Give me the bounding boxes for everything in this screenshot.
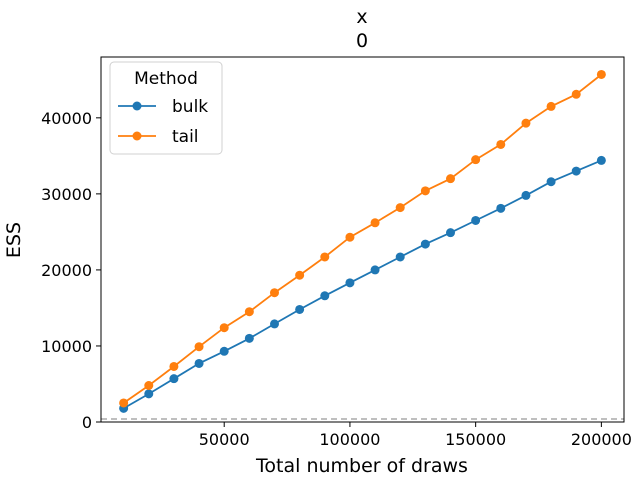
data-point-bulk bbox=[144, 389, 154, 399]
data-point-bulk bbox=[546, 177, 556, 187]
y-tick-label: 20000 bbox=[41, 261, 92, 280]
data-point-tail bbox=[571, 89, 581, 99]
x-tick-label: 150000 bbox=[445, 430, 506, 449]
data-point-tail bbox=[596, 69, 606, 79]
data-point-bulk bbox=[596, 155, 606, 165]
data-point-bulk bbox=[295, 304, 305, 314]
legend: Method bulk tail bbox=[109, 61, 223, 155]
series-line-tail bbox=[123, 73, 602, 404]
data-point-bulk bbox=[521, 190, 531, 200]
data-point-tail bbox=[269, 288, 279, 298]
data-point-bulk bbox=[320, 291, 330, 301]
data-point-tail bbox=[395, 203, 405, 213]
data-point-tail bbox=[219, 323, 229, 333]
data-point-bulk bbox=[496, 203, 506, 213]
x-tick-label: 200000 bbox=[571, 430, 632, 449]
data-point-bulk bbox=[370, 265, 380, 275]
legend-box bbox=[109, 61, 223, 155]
data-point-bulk bbox=[219, 346, 229, 356]
y-tick-label: 30000 bbox=[41, 185, 92, 204]
data-point-tail bbox=[295, 270, 305, 280]
data-point-tail bbox=[446, 174, 456, 184]
data-point-bulk bbox=[244, 333, 254, 343]
data-point-tail bbox=[244, 307, 254, 317]
data-point-bulk bbox=[395, 252, 405, 262]
legend-marker-tail bbox=[132, 131, 142, 141]
y-tick-label: 40000 bbox=[41, 109, 92, 128]
legend-marker-bulk bbox=[132, 101, 142, 111]
data-point-tail bbox=[169, 361, 179, 371]
data-point-tail bbox=[194, 342, 204, 352]
legend-label-bulk: bulk bbox=[172, 97, 208, 117]
legend-title: Method bbox=[134, 69, 198, 89]
data-point-tail bbox=[320, 252, 330, 262]
plot-area: 50000 100000 150000 200000 0 10000 20000 30000 4… bbox=[41, 69, 632, 449]
x-axis-label: Total number of draws bbox=[255, 455, 468, 477]
data-point-tail bbox=[546, 101, 556, 111]
x-tick-label: 100000 bbox=[319, 430, 380, 449]
chart-subtitle: 0 bbox=[356, 30, 368, 52]
data-point-bulk bbox=[571, 166, 581, 176]
y-tick-label: 10000 bbox=[41, 337, 92, 356]
legend-label-tail: tail bbox=[172, 127, 199, 147]
data-point-tail bbox=[370, 218, 380, 228]
data-point-tail bbox=[521, 118, 531, 128]
y-axis-label: ESS bbox=[3, 222, 25, 258]
data-point-tail bbox=[471, 155, 481, 165]
data-point-tail bbox=[420, 186, 430, 196]
data-point-bulk bbox=[471, 215, 481, 225]
data-point-bulk bbox=[345, 278, 355, 288]
data-point-tail bbox=[144, 381, 154, 390]
data-point-bulk bbox=[194, 358, 204, 368]
data-point-bulk bbox=[420, 239, 430, 249]
series-line-bulk bbox=[123, 159, 602, 410]
chart-title: x bbox=[356, 6, 367, 28]
data-point-bulk bbox=[269, 319, 279, 329]
data-point-bulk bbox=[446, 228, 456, 238]
data-point-tail bbox=[119, 398, 129, 408]
x-tick-label: 50000 bbox=[199, 430, 250, 449]
plot-frame bbox=[100, 56, 625, 423]
data-point-tail bbox=[496, 139, 506, 149]
y-tick-label: 0 bbox=[82, 413, 92, 432]
data-point-tail bbox=[345, 232, 355, 242]
data-point-bulk bbox=[169, 374, 179, 384]
